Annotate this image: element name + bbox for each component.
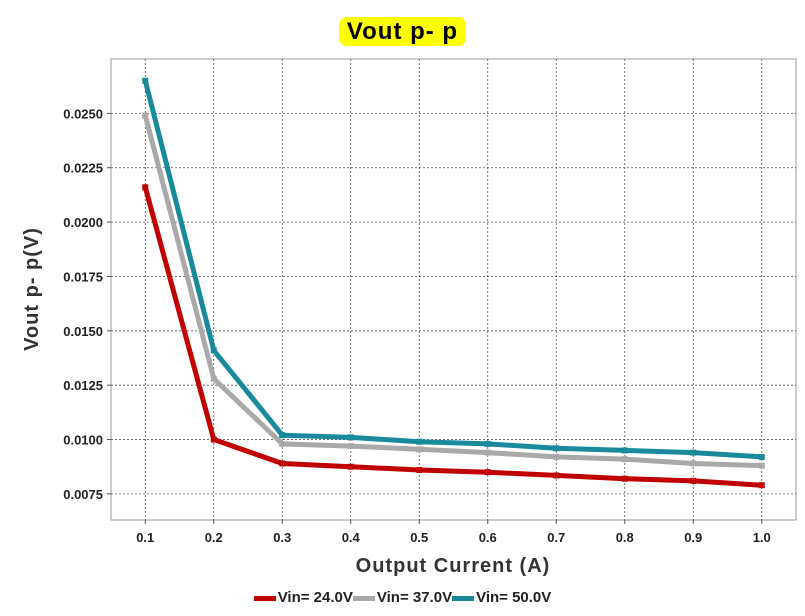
x-tick-label: 0.4 [342, 530, 361, 545]
data-point [279, 432, 286, 439]
chart-title: Vout p- p [0, 17, 805, 46]
data-point [690, 460, 697, 467]
series-line-1 [142, 114, 762, 469]
x-tick-label: 0.2 [205, 530, 223, 545]
series-lines [142, 77, 765, 489]
legend: Vin= 24.0V Vin= 37.0V Vin= 50.0V [0, 589, 805, 606]
data-point [210, 347, 217, 354]
data-point [347, 443, 354, 450]
data-point [142, 112, 149, 119]
data-point [142, 77, 149, 84]
legend-swatch [352, 595, 375, 601]
series-line-0 [142, 186, 762, 488]
data-point [484, 449, 491, 456]
data-point [416, 446, 423, 453]
x-tick-label: 0.8 [616, 530, 634, 545]
data-point [416, 466, 423, 473]
data-point [690, 449, 697, 456]
y-tick-label: 0.0075 [63, 487, 103, 502]
data-point [621, 475, 628, 482]
data-point [621, 456, 628, 463]
legend-item: Vin= 37.0V [352, 589, 453, 606]
x-tick-label: 1.0 [753, 530, 771, 545]
data-point [210, 375, 217, 382]
data-point [553, 472, 560, 479]
legend-label: Vin= 50.0V [476, 589, 552, 606]
y-tick-label: 0.0225 [63, 161, 103, 176]
data-point [621, 447, 628, 454]
legend-swatch [452, 595, 475, 601]
tick-labels: 0.1 0.2 0.3 0.4 0.5 0.6 0.7 0.8 0.9 1.0 0.0075 0.01… [63, 106, 771, 545]
data-point [553, 453, 560, 460]
data-point [279, 460, 286, 467]
chart-title-text: Vout p- p [338, 17, 467, 46]
data-point [484, 440, 491, 447]
x-tick-label: 0.5 [410, 530, 428, 545]
legend-label: Vin= 24.0V [277, 589, 353, 606]
x-axis-title: Output Current (A) [356, 555, 551, 577]
data-point [347, 463, 354, 470]
y-tick-label: 0.0250 [63, 106, 103, 121]
data-point [347, 434, 354, 441]
legend-item: Vin= 50.0V [452, 589, 551, 606]
x-tick-label: 0.1 [136, 530, 154, 545]
data-point [484, 469, 491, 476]
y-tick-label: 0.0175 [63, 269, 103, 284]
data-point [416, 438, 423, 445]
series-line-2 [142, 80, 762, 460]
x-tick-label: 0.6 [479, 530, 497, 545]
x-tick-label: 0.3 [273, 530, 291, 545]
legend-item: Vin= 24.0V [253, 589, 353, 606]
y-tick-label: 0.0150 [63, 324, 103, 339]
data-point [758, 453, 765, 460]
y-tick-label: 0.0200 [63, 215, 103, 230]
data-point [142, 184, 149, 191]
data-point [690, 477, 697, 484]
data-point [279, 440, 286, 447]
data-point [553, 445, 560, 452]
y-tick-label: 0.0100 [63, 433, 103, 448]
legend-swatch [253, 595, 276, 601]
legend-label: Vin= 37.0V [376, 589, 453, 606]
data-point [210, 436, 217, 443]
y-axis-title: Vout p- p(V) [21, 227, 43, 351]
data-point [758, 482, 765, 489]
x-tick-label: 0.9 [684, 530, 702, 545]
x-tick-label: 0.7 [547, 530, 565, 545]
y-tick-label: 0.0125 [63, 378, 103, 393]
data-point [758, 462, 765, 469]
